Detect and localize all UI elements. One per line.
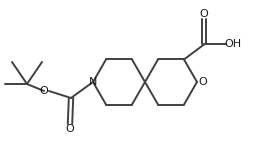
Text: OH: OH — [224, 39, 241, 49]
Text: O: O — [66, 125, 74, 134]
Text: O: O — [198, 77, 207, 87]
Text: O: O — [200, 9, 208, 19]
Text: N: N — [89, 77, 97, 87]
Text: O: O — [39, 86, 48, 96]
